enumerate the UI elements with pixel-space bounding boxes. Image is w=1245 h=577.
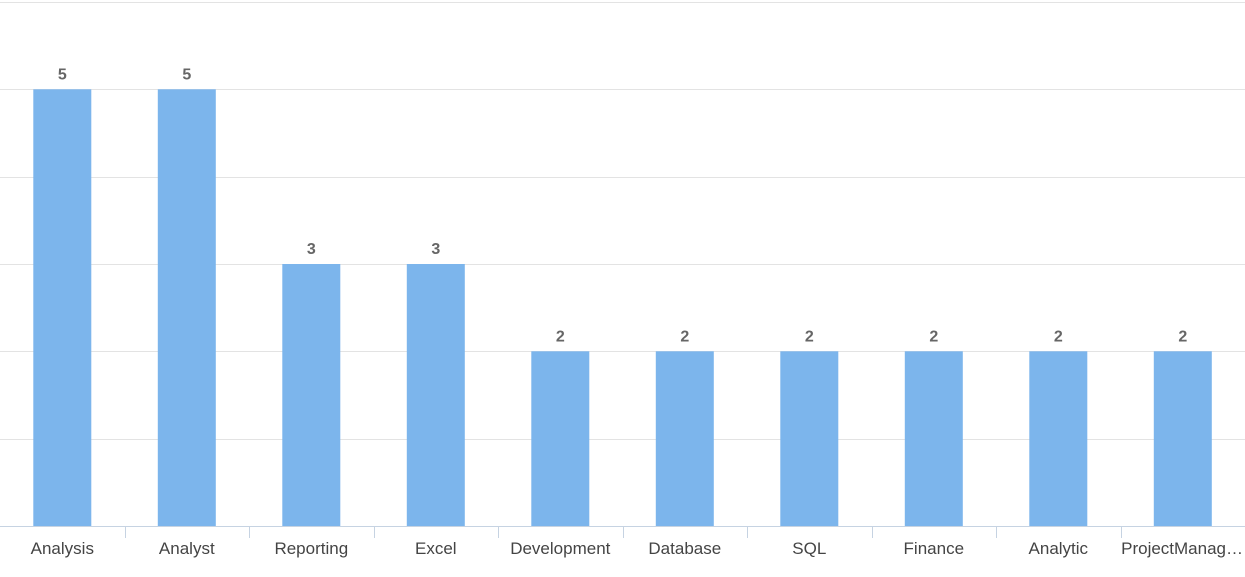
data-label-2: 5 [182,66,191,83]
bar-3[interactable] [282,264,341,526]
bar-4[interactable] [406,264,465,526]
bar-10[interactable] [1153,351,1212,526]
x-axis: Analysis Analyst Reporting Excel Development… [0,526,1245,558]
bar-1[interactable] [33,89,92,527]
x-tick-label-5: Development [510,539,610,558]
data-label-6: 2 [680,328,689,345]
bars [33,89,1212,527]
bar-2[interactable] [157,89,216,527]
x-tick-label-6: Database [648,539,721,558]
x-tick-label-3: Reporting [274,539,348,558]
bar-9[interactable] [1029,351,1088,526]
data-label-3: 3 [307,241,316,258]
x-tick-label-2: Analyst [159,539,215,558]
bar-7[interactable] [780,351,839,526]
x-tick-label-4: Excel [415,539,457,558]
x-tick-label-8: Finance [904,539,964,558]
x-tick-label-7: SQL [792,539,826,558]
data-label-9: 2 [1054,328,1063,345]
data-labels: 5 5 3 3 2 2 2 2 2 2 [58,66,1188,345]
data-label-5: 2 [556,328,565,345]
x-tick-label-1: Analysis [31,539,94,558]
data-label-10: 2 [1178,328,1187,345]
data-label-8: 2 [929,328,938,345]
bar-8[interactable] [904,351,963,526]
x-tick-label-10: ProjectManag… [1121,539,1243,558]
x-tick-label-9: Analytic [1029,539,1089,558]
data-label-4: 3 [431,241,440,258]
bar-6[interactable] [655,351,714,526]
data-label-1: 5 [58,66,67,83]
data-label-7: 2 [805,328,814,345]
bar-5[interactable] [531,351,590,526]
